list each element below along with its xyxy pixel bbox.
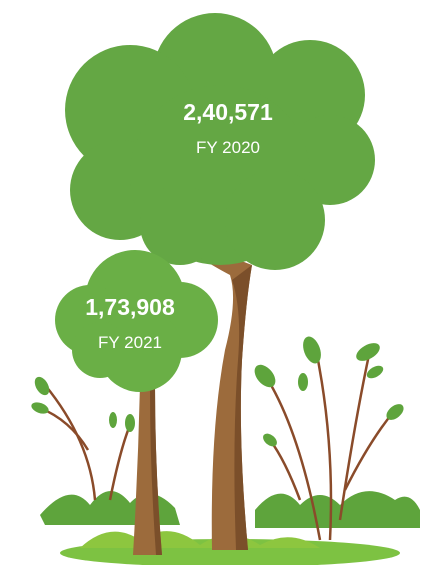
tree-value: 1,73,908 bbox=[85, 294, 175, 320]
tree-label: FY 2020 bbox=[196, 138, 260, 157]
tree-infographic: 2,40,571 FY 2020 1,73,908 FY 2021 bbox=[0, 0, 434, 565]
tree-label: FY 2021 bbox=[98, 333, 162, 352]
canopy-small bbox=[55, 250, 218, 392]
tree-value: 2,40,571 bbox=[183, 99, 273, 125]
